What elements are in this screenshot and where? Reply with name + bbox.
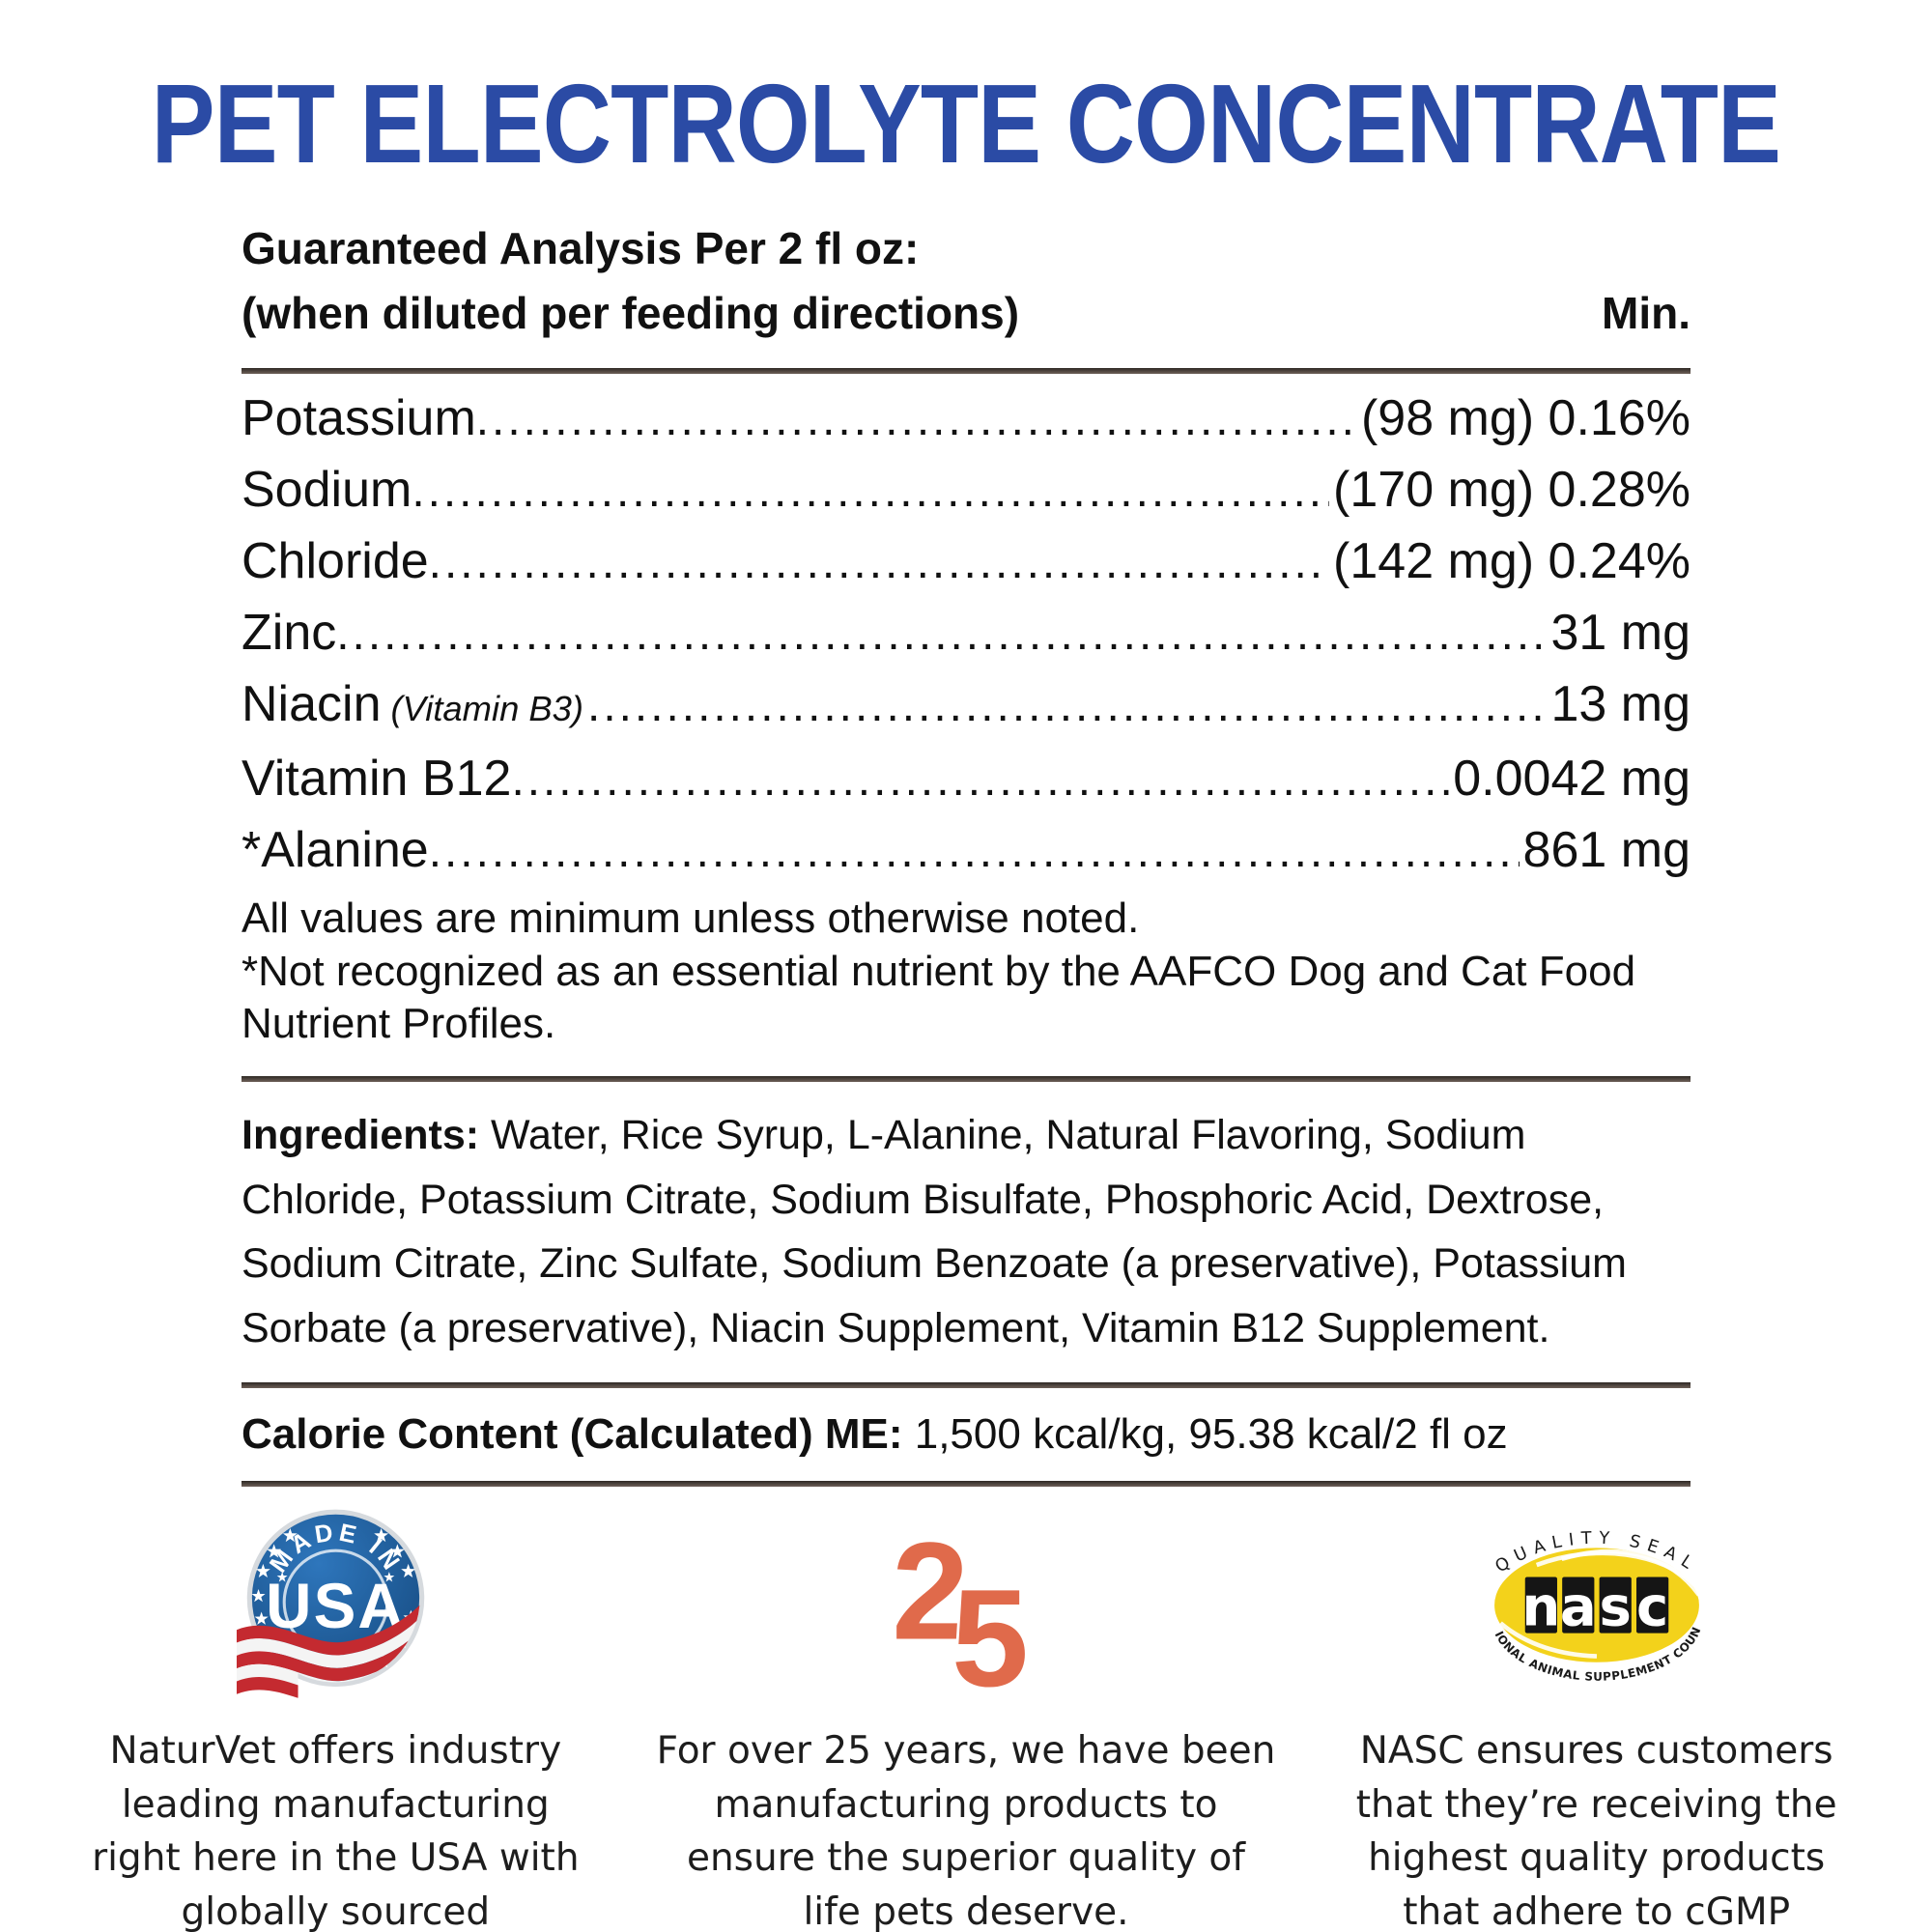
table-row: *Alanine 861 mg — [242, 815, 1690, 887]
nutrient-value: (98 mg) 0.16% — [1360, 390, 1690, 447]
nasc-letter-boxes: n a s c — [1521, 1576, 1668, 1638]
table-row: Sodium (170 mg) 0.28% — [242, 455, 1690, 526]
25-years-caption: For over 25 years, we have been manufact… — [656, 1729, 1276, 1932]
nasc-seal-icon: n a s c QUALITY SEAL NATIONAL ANIMAL SUP… — [1466, 1506, 1727, 1699]
badge-nasc: n a s c QUALITY SEAL NATIONAL ANIMAL SUP… — [1304, 1506, 1889, 1932]
svg-text:s: s — [1599, 1576, 1631, 1638]
digit-2: 2 — [892, 1515, 969, 1669]
divider — [242, 368, 1690, 375]
footnote-line: All values are minimum unless otherwise … — [242, 895, 1140, 943]
footnote-line: Nutrient Profiles. — [242, 1000, 556, 1048]
ingredients-section: Ingredients: Water, Rice Syrup, L-Alanin… — [242, 1103, 1690, 1361]
guaranteed-analysis-heading: Guaranteed Analysis Per 2 fl oz: (when d… — [242, 216, 1690, 345]
ingredients-line: Sodium Citrate, Zinc Sulfate, Sodium Ben… — [242, 1240, 1627, 1288]
table-row: Potassium (98 mg) 0.16% — [242, 384, 1690, 455]
nutrient-name: Sodium — [242, 462, 412, 519]
divider — [242, 1481, 1690, 1488]
ingredients-line: Chloride, Potassium Citrate, Sodium Bisu… — [242, 1176, 1605, 1223]
dot-leader — [412, 455, 1329, 526]
nasc-caption: NASC ensures customers that they’re rece… — [1355, 1729, 1837, 1932]
ingredients-line: Ingredients: Water, Rice Syrup, L-Alanin… — [242, 1112, 1526, 1159]
usa-text: USA — [266, 1572, 406, 1642]
ingredients-line: Sorbate (a preservative), Niacin Supplem… — [242, 1304, 1550, 1351]
svg-text:a: a — [1560, 1576, 1597, 1638]
svg-text:c: c — [1636, 1576, 1668, 1638]
calorie-label: Calorie Content (Calculated) ME: — [242, 1409, 903, 1458]
ga-heading-line1: Guaranteed Analysis Per 2 fl oz: — [242, 223, 920, 273]
divider — [242, 1076, 1690, 1083]
calorie-content: Calorie Content (Calculated) ME: 1,500 k… — [242, 1409, 1690, 1461]
nutrient-value: 0.0042 mg — [1453, 751, 1690, 808]
nutrient-value: (142 mg) 0.24% — [1333, 533, 1690, 590]
dot-leader — [476, 384, 1357, 455]
table-row: Chloride (142 mg) 0.24% — [242, 526, 1690, 598]
table-row: Niacin(Vitamin B3) 13 mg — [242, 669, 1690, 744]
nutrient-note: (Vitamin B3) — [390, 689, 584, 729]
table-row: Zinc 31 mg — [242, 598, 1690, 669]
digit-5: 5 — [952, 1562, 1029, 1695]
calorie-value: 1,500 kcal/kg, 95.38 kcal/2 fl oz — [914, 1409, 1508, 1458]
dot-leader — [511, 744, 1449, 815]
table-row: Vitamin B12 0.0042 mg — [242, 744, 1690, 815]
page-title-text: PET ELECTROLYTE CONCENTRATE — [151, 61, 1781, 186]
nutrient-value: (170 mg) 0.28% — [1333, 462, 1690, 519]
badge-25-years: 2 5 For over 25 years, we have been manu… — [657, 1506, 1276, 1932]
dot-leader — [429, 815, 1520, 887]
ga-heading-line2: (when diluted per feeding directions) — [242, 287, 1020, 338]
nutrient-name: Potassium — [242, 390, 476, 447]
min-column-label: Min. — [1602, 287, 1690, 338]
nutrient-name: *Alanine — [242, 822, 429, 879]
nutrient-name: Zinc — [242, 605, 337, 662]
made-in-usa-icon: MADE IN USA — [236, 1506, 435, 1699]
ingredients-label: Ingredients: — [242, 1112, 480, 1159]
nutrient-value: 861 mg — [1522, 822, 1690, 879]
usa-caption: NaturVet offers industry leading manufac… — [92, 1729, 580, 1932]
nutrient-value: 31 mg — [1550, 605, 1690, 662]
page-title: PET ELECTROLYTE CONCENTRATE — [0, 68, 1932, 180]
nutrient-name: Vitamin B12 — [242, 751, 512, 808]
divider — [242, 1381, 1690, 1388]
label-content: Guaranteed Analysis Per 2 fl oz: (when d… — [0, 216, 1932, 1488]
badge-made-in-usa: MADE IN USA NaturVet offers industry lea… — [43, 1506, 628, 1932]
footnote-line: *Not recognized as an essential nutrient… — [242, 947, 1636, 995]
analysis-table: Potassium (98 mg) 0.16% Sodium (170 mg) 0.… — [242, 384, 1690, 887]
ga-heading-line2-row: (when diluted per feeding directions) Mi… — [242, 281, 1690, 346]
dot-leader — [587, 669, 1547, 741]
badges-section: MADE IN USA NaturVet offers industry lea… — [0, 1506, 1932, 1932]
nutrient-name: Chloride — [242, 533, 429, 590]
dot-leader — [429, 526, 1329, 598]
nutrient-value: 13 mg — [1550, 676, 1690, 733]
analysis-footnote: All values are minimum unless otherwise … — [242, 893, 1690, 1051]
25-years-icon: 2 5 — [892, 1506, 1041, 1699]
svg-text:n: n — [1521, 1576, 1560, 1638]
nutrient-name: Niacin — [242, 676, 382, 733]
dot-leader — [336, 598, 1547, 669]
